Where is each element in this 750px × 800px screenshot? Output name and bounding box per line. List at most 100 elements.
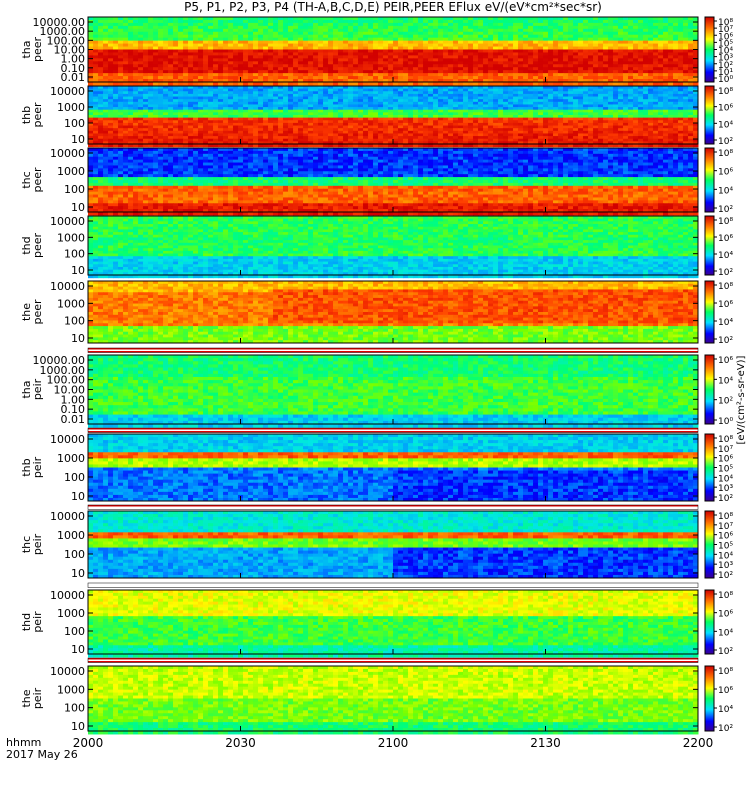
heatmap-cell (413, 17, 419, 20)
heatmap-cell (648, 26, 654, 29)
heatmap-cell (268, 55, 274, 58)
heatmap-cell (268, 61, 274, 64)
heatmap-cell (123, 32, 129, 35)
heatmap-cell (333, 50, 339, 53)
heatmap-cell (413, 44, 419, 47)
heatmap-cell (253, 29, 259, 32)
heatmap-cell (138, 44, 144, 47)
heatmap-cell (538, 35, 544, 38)
heatmap-cell (408, 38, 414, 41)
heatmap-cell (313, 38, 319, 41)
heatmap-cell (458, 82, 464, 85)
heatmap-cell (673, 50, 679, 53)
heatmap-cell (338, 26, 344, 29)
heatmap-cell (148, 17, 154, 20)
heatmap-cell (103, 32, 109, 35)
heatmap-cell (483, 44, 489, 47)
heatmap-cell (508, 67, 514, 70)
heatmap-cell (353, 35, 359, 38)
heatmap-cell (498, 20, 504, 23)
heatmap-cell (383, 38, 389, 41)
heatmap-cell (198, 20, 204, 23)
heatmap-cell (298, 35, 304, 38)
heatmap-cell (303, 70, 309, 73)
heatmap-cell (308, 23, 314, 26)
heatmap-cell (238, 70, 244, 73)
heatmap-cell (658, 64, 664, 67)
heatmap-cell (348, 20, 354, 23)
heatmap-cell (658, 23, 664, 26)
heatmap-cell (473, 17, 479, 20)
heatmap-cell (613, 67, 619, 70)
heatmap-cell (433, 38, 439, 41)
heatmap-cell (598, 58, 604, 61)
heatmap-cell (298, 20, 304, 23)
heatmap-cell (558, 82, 564, 85)
heatmap-cell (233, 70, 239, 73)
heatmap-cell (268, 38, 274, 41)
heatmap-cell (583, 82, 589, 85)
heatmap-cell (308, 44, 314, 47)
heatmap-cell (643, 29, 649, 32)
heatmap-cell (543, 50, 549, 53)
heatmap-cell (168, 41, 174, 44)
heatmap-cell (168, 38, 174, 41)
heatmap-cell (193, 82, 199, 85)
heatmap-cell (313, 23, 319, 26)
heatmap-cell (293, 20, 299, 23)
heatmap-cell (468, 67, 474, 70)
heatmap-cell (158, 47, 164, 50)
heatmap-cell (248, 82, 254, 85)
heatmap-cell (663, 52, 669, 55)
heatmap-cell (448, 61, 454, 64)
heatmap-cell (483, 32, 489, 35)
heatmap-cell (508, 50, 514, 53)
heatmap-cell (428, 61, 434, 64)
heatmap-cell (518, 58, 524, 61)
heatmap-cell (208, 44, 214, 47)
heatmap-cell (248, 50, 254, 53)
heatmap-cell (198, 29, 204, 32)
heatmap-cell (663, 76, 669, 79)
heatmap-cell (523, 50, 529, 53)
heatmap-cell (428, 52, 434, 55)
heatmap-cell (693, 82, 699, 85)
heatmap-cell (283, 26, 289, 29)
heatmap-cell (608, 26, 614, 29)
heatmap-cell (323, 23, 329, 26)
heatmap-cell (188, 58, 194, 61)
heatmap-cell (103, 20, 109, 23)
heatmap-cell (588, 82, 594, 85)
heatmap-cell (338, 47, 344, 50)
heatmap-cell (158, 29, 164, 32)
heatmap-cell (233, 35, 239, 38)
heatmap-cell (543, 73, 549, 76)
heatmap-cell (173, 47, 179, 50)
heatmap-cell (568, 58, 574, 61)
heatmap-cell (628, 41, 634, 44)
heatmap-cell (323, 67, 329, 70)
heatmap-cell (353, 52, 359, 55)
heatmap-cell (318, 38, 324, 41)
heatmap-cell (593, 58, 599, 61)
heatmap-cell (563, 44, 569, 47)
heatmap-cell (288, 17, 294, 20)
heatmap-cell (593, 41, 599, 44)
heatmap-cell (308, 73, 314, 76)
heatmap-cell (473, 73, 479, 76)
heatmap-cell (258, 82, 264, 85)
heatmap-cell (588, 26, 594, 29)
heatmap-cell (258, 26, 264, 29)
heatmap-cell (168, 61, 174, 64)
heatmap-cell (573, 44, 579, 47)
heatmap-cell (318, 29, 324, 32)
heatmap-cell (553, 35, 559, 38)
heatmap-cell (518, 76, 524, 79)
heatmap-cell (283, 38, 289, 41)
heatmap-cell (678, 76, 684, 79)
heatmap-cell (443, 29, 449, 32)
heatmap-cell (438, 47, 444, 50)
heatmap-cell (143, 73, 149, 76)
heatmap-cell (623, 64, 629, 67)
heatmap-cell (153, 82, 159, 85)
